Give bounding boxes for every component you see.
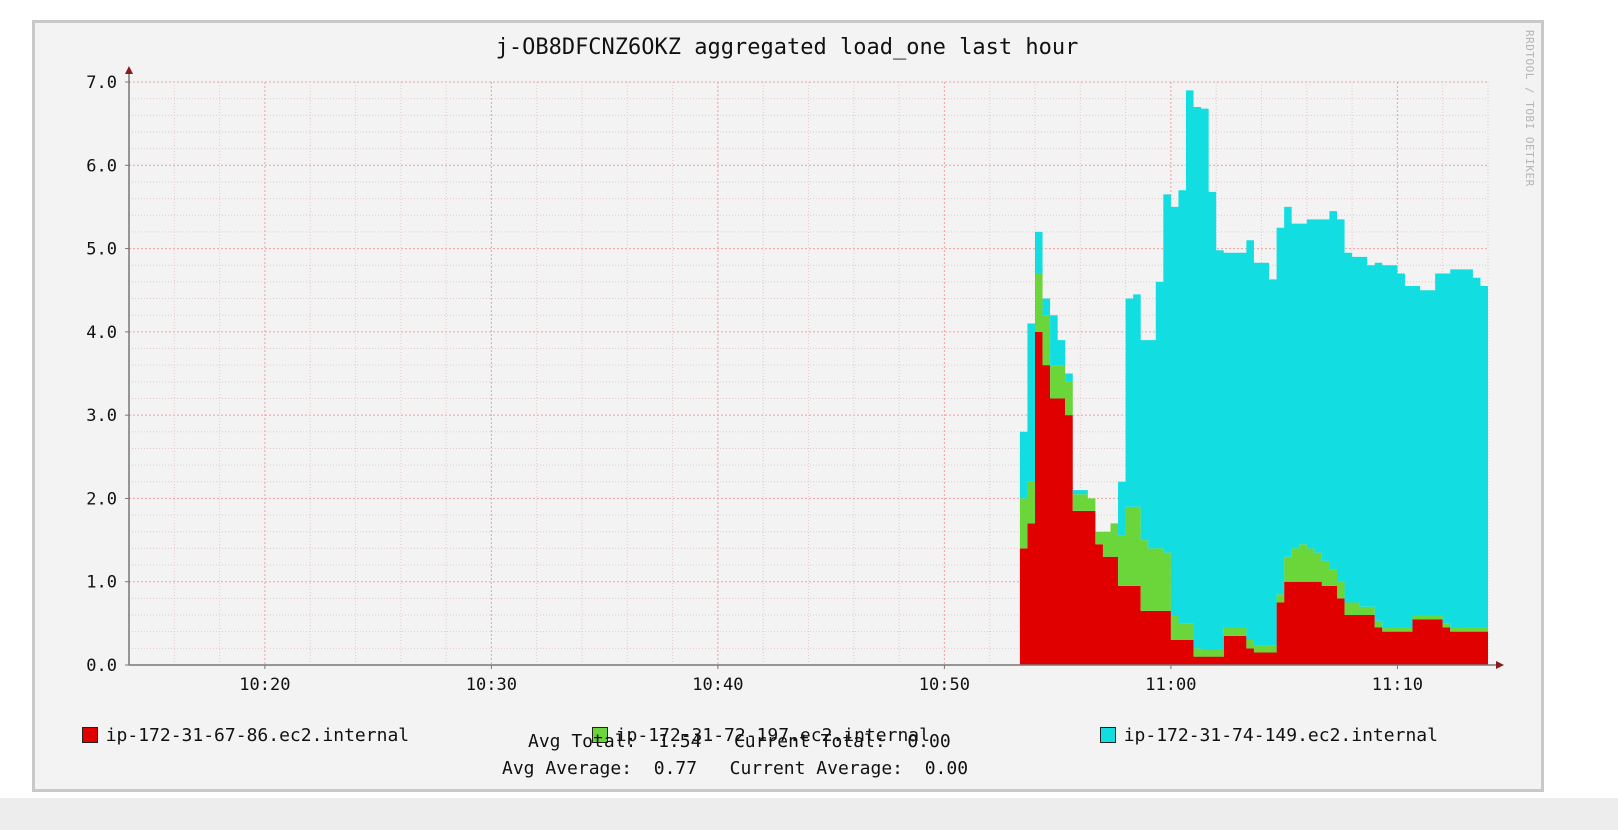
current-total-value: 0.00 — [907, 731, 951, 752]
avg-average-label: Avg Average: — [502, 758, 633, 779]
area-layer — [1019, 90, 1488, 665]
y-tick-label: 1.0 — [86, 573, 117, 593]
x-tick-label: 11:10 — [1372, 675, 1423, 695]
y-tick-label: 6.0 — [86, 156, 117, 176]
y-axis-arrow-icon — [125, 66, 133, 74]
y-tick-label: 2.0 — [86, 489, 117, 509]
x-tick-label: 10:30 — [466, 675, 517, 695]
x-axis-arrow-icon — [1496, 661, 1504, 669]
current-total-label: Current Total: — [733, 731, 886, 752]
chart-title: j-OB8DFCNZ6OKZ aggregated load_one last … — [496, 35, 1079, 60]
legend-swatch-67-86 — [81, 727, 98, 743]
avg-total-label: Avg Total: — [528, 731, 637, 752]
series-area-2 — [1019, 273, 1488, 657]
y-tick-label: 7.0 — [86, 73, 117, 93]
y-tick-label: 3.0 — [86, 406, 117, 426]
avg-total-value: 1.54 — [658, 731, 702, 752]
stats-row-total: Avg Total: 1.54 Current Total: 0.00 — [528, 731, 951, 752]
x-tick-label: 10:40 — [692, 675, 743, 695]
x-tick-label: 11:00 — [1145, 675, 1196, 695]
legend-label-72-197: ip-172-31-72-197.ec2.internal — [615, 725, 930, 746]
legend-item-67-86: ip-172-31-67-86.ec2.internal — [60, 704, 409, 746]
y-tick-label: 5.0 — [86, 240, 117, 260]
series-area-1 — [1019, 331, 1488, 665]
page-bottom-band — [0, 798, 1618, 830]
axis-layer: 0.0 1.0 2.0 3.0 4.0 5.0 6.0 7.0 10:20 10:30 10:40 1… — [86, 66, 1504, 695]
legend-item-74-149: ip-172-31-74-149.ec2.internal — [1078, 704, 1438, 746]
legend-swatch-74-149 — [1099, 727, 1116, 743]
rrdtool-credit: RRDTOOL / TOBI OETIKER — [1523, 30, 1536, 187]
legend-label-74-149: ip-172-31-74-149.ec2.internal — [1123, 725, 1438, 746]
legend-label-67-86: ip-172-31-67-86.ec2.internal — [105, 725, 410, 746]
series-area-3 — [1019, 90, 1488, 651]
y-tick-label: 0.0 — [86, 656, 117, 676]
avg-average-value: 0.77 — [653, 758, 698, 779]
current-average-label: Current Average: — [729, 758, 903, 779]
x-tick-label: 10:20 — [239, 675, 290, 695]
y-tick-label: 4.0 — [86, 323, 117, 343]
current-average-value: 0.00 — [924, 758, 969, 779]
legend-item-72-197: ip-172-31-72-197.ec2.internal — [570, 704, 930, 746]
x-tick-label: 10:50 — [919, 675, 970, 695]
stats-row-average: Avg Average: 0.77 Current Average: 0.00 — [502, 758, 968, 779]
legend-swatch-72-197 — [591, 727, 608, 743]
